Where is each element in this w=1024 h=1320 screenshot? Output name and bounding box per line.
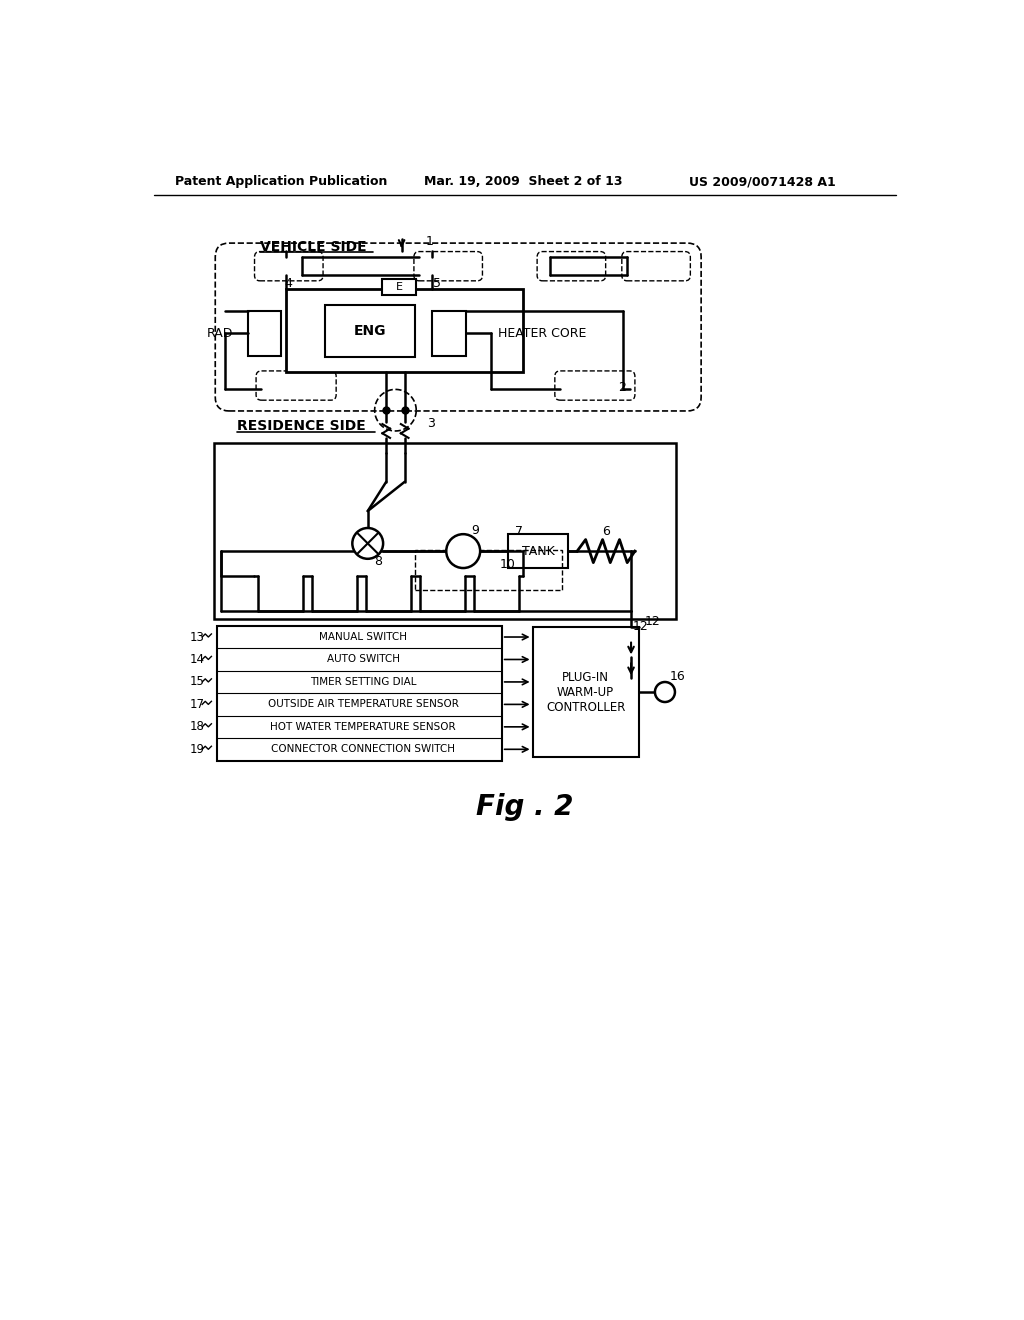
Circle shape: [352, 528, 383, 558]
Text: 15: 15: [189, 676, 204, 689]
Bar: [382, 279, 416, 296]
Bar: [508, 535, 568, 568]
Bar: [248, 312, 282, 355]
Text: Mar. 19, 2009  Sheet 2 of 13: Mar. 19, 2009 Sheet 2 of 13: [424, 176, 623, 187]
Text: 12: 12: [645, 615, 660, 628]
Text: 7: 7: [515, 524, 522, 537]
Text: ENG: ENG: [353, 323, 386, 338]
Text: 14: 14: [189, 653, 204, 667]
Text: MANUAL SWITCH: MANUAL SWITCH: [319, 632, 408, 642]
Text: 1: 1: [425, 235, 433, 248]
Text: RAD: RAD: [207, 326, 233, 339]
Text: E: E: [396, 282, 402, 292]
Text: 8: 8: [375, 554, 383, 568]
Text: PLUG-IN
WARM-UP
CONTROLLER: PLUG-IN WARM-UP CONTROLLER: [546, 671, 626, 714]
Bar: [432, 312, 466, 355]
Text: OUTSIDE AIR TEMPERATURE SENSOR: OUTSIDE AIR TEMPERATURE SENSOR: [267, 700, 459, 709]
Text: 5: 5: [433, 277, 441, 290]
Text: 18: 18: [189, 721, 204, 734]
Bar: [286, 289, 523, 372]
Text: AUTO SWITCH: AUTO SWITCH: [327, 655, 399, 664]
Text: VEHICLE SIDE: VEHICLE SIDE: [260, 240, 367, 253]
Bar: [217, 626, 502, 760]
Text: 4: 4: [285, 277, 292, 290]
Text: 3: 3: [427, 417, 435, 430]
Bar: [416, 549, 562, 590]
Text: US 2009/0071428 A1: US 2009/0071428 A1: [688, 176, 836, 187]
Circle shape: [446, 535, 480, 568]
Text: 19: 19: [189, 743, 204, 756]
Bar: [325, 305, 416, 358]
Text: 6: 6: [602, 524, 609, 537]
Text: Fig . 2: Fig . 2: [476, 793, 573, 821]
Text: HEATER CORE: HEATER CORE: [499, 326, 587, 339]
Text: 12: 12: [633, 620, 648, 634]
Text: 17: 17: [189, 698, 204, 711]
Text: TANK: TANK: [521, 545, 554, 557]
Circle shape: [655, 682, 675, 702]
Text: Patent Application Publication: Patent Application Publication: [174, 176, 387, 187]
Text: HOT WATER TEMPERATURE SENSOR: HOT WATER TEMPERATURE SENSOR: [270, 722, 456, 731]
Text: TIMER SETTING DIAL: TIMER SETTING DIAL: [310, 677, 417, 686]
Bar: [214, 444, 676, 619]
Text: 10: 10: [500, 558, 516, 572]
Bar: [532, 627, 639, 756]
Text: 9: 9: [472, 524, 479, 537]
Text: 16: 16: [670, 671, 685, 684]
Text: 13: 13: [189, 631, 204, 644]
Text: CONNECTOR CONNECTION SWITCH: CONNECTOR CONNECTION SWITCH: [271, 744, 455, 754]
Text: RESIDENCE SIDE: RESIDENCE SIDE: [237, 420, 366, 433]
Text: 2: 2: [617, 381, 626, 395]
